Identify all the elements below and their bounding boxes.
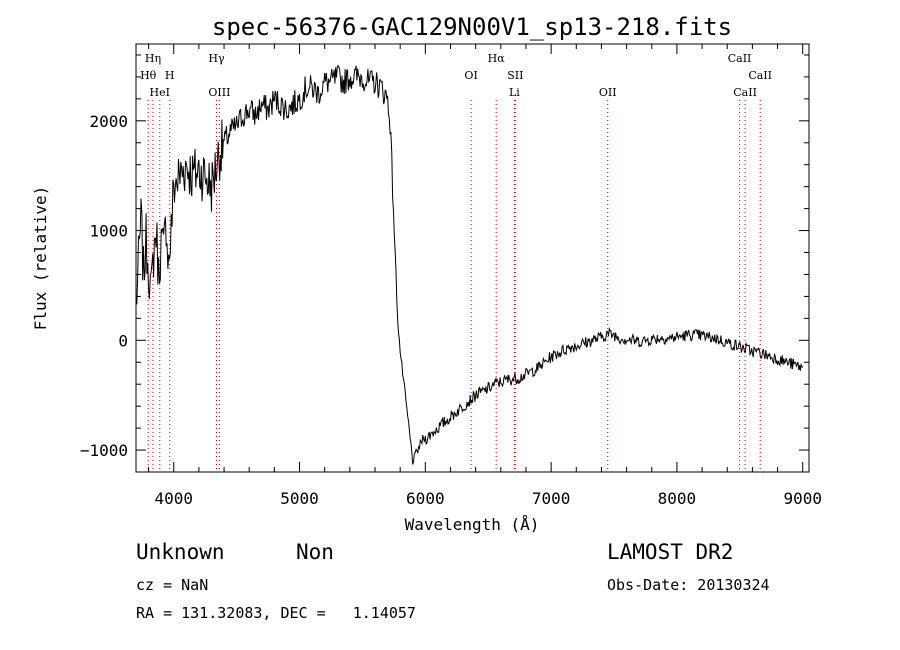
x-tick-label: 5000 (280, 489, 319, 508)
survey-name: LAMOST DR2 (607, 540, 734, 564)
coordinates: RA = 131.32083, DEC = 1.14057 (136, 604, 416, 622)
line-label: Hθ (140, 69, 157, 82)
x-tick-label: 7000 (532, 489, 571, 508)
y-tick-label: 2000 (89, 112, 128, 131)
x-axis-label: Wavelength (Å) (405, 515, 540, 534)
x-tick-label: 9000 (783, 489, 822, 508)
line-label: Hη (145, 52, 161, 65)
observation-date: Obs-Date: 20130324 (607, 576, 770, 594)
x-tick-label: 4000 (154, 489, 193, 508)
line-label: SII (507, 69, 523, 82)
y-tick-label: 1000 (89, 222, 128, 241)
x-tick-label: 6000 (406, 489, 445, 508)
line-label: OI (464, 69, 477, 82)
object-class: Unknown (136, 540, 225, 564)
spectrum-series (135, 64, 804, 465)
line-annotations: Hη Hθ H HeI Hγ OIII Hα OI SII Li OII CaII CaII CaII (140, 52, 772, 472)
line-label: OIII (208, 86, 230, 99)
line-label: H (165, 69, 175, 82)
line-label: Li (509, 86, 520, 99)
x-axis: 4000 5000 6000 7000 8000 9000 (148, 44, 822, 508)
line-label: CaII (728, 52, 752, 65)
y-tick-label: 0 (118, 331, 128, 350)
y-axis: −1000 0 1000 2000 (80, 54, 809, 473)
line-label: Hγ (208, 52, 225, 65)
x-tick-label: 8000 (658, 489, 697, 508)
plot-frame (135, 43, 810, 473)
y-axis-label: Flux (relative) (31, 186, 50, 331)
chart-title: spec-56376-GAC129N00V1_sp13-218.fits (212, 13, 732, 41)
line-label: CaII (733, 86, 757, 99)
object-subclass: Non (296, 540, 334, 564)
line-label: CaII (748, 69, 772, 82)
line-label: Hα (488, 52, 506, 65)
line-label: OII (599, 86, 617, 99)
redshift-cz: cz = NaN (136, 576, 209, 594)
y-tick-label: −1000 (80, 441, 128, 460)
line-label: HeI (150, 86, 170, 99)
spectrum-line (135, 64, 804, 465)
